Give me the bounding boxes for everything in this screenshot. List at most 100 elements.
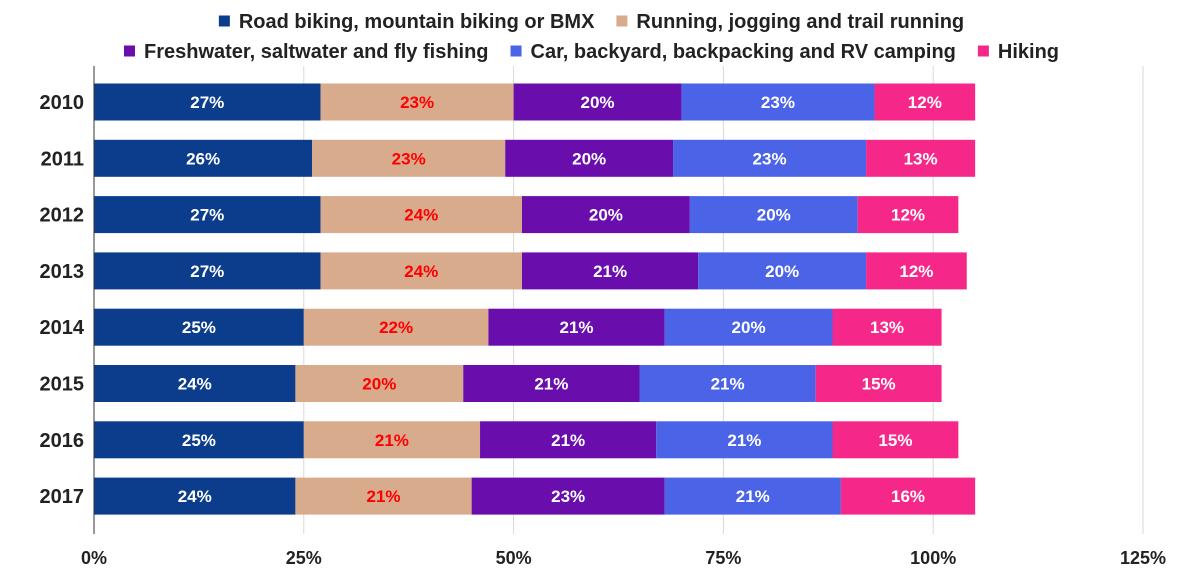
data-label-2010-series-1: 23% — [400, 93, 434, 112]
bar-2014-series-1 — [303, 308, 489, 346]
legend-label-2: Freshwater, saltwater and fly fishing — [144, 41, 489, 63]
chart-legend: Road biking, mountain biking or BMX Runni… — [123, 11, 1059, 63]
bar-2015-series-3 — [639, 365, 816, 402]
x-tick-label-3: 75% — [705, 548, 741, 568]
data-label-2017-series-0: 24% — [178, 487, 212, 506]
legend-swatch-3 — [510, 45, 522, 57]
bar-2013-series-0 — [94, 252, 321, 290]
y-tick-label-2011: 2011 — [41, 148, 84, 170]
x-tick-label-5: 125% — [1120, 548, 1166, 568]
bar-2010-series-0 — [94, 83, 321, 121]
data-label-2012-series-0: 27% — [190, 206, 224, 225]
bar-2011-series-0 — [94, 139, 313, 177]
legend-row-1: Freshwater, saltwater and fly fishing Car… — [123, 41, 1059, 63]
bar-group-2017: 24% 21% 23% 21% 16% — [94, 477, 976, 515]
legend-swatch-1 — [616, 15, 628, 27]
data-label-2014-series-3: 20% — [732, 318, 766, 337]
legend-label-4: Hiking — [998, 41, 1059, 63]
data-label-2011-series-3: 23% — [753, 149, 787, 168]
y-tick-label-2017: 2017 — [40, 486, 85, 508]
data-label-2017-series-3: 21% — [736, 487, 770, 506]
bar-2014-series-0 — [94, 308, 304, 346]
x-tick-label-2: 50% — [496, 548, 532, 568]
data-label-2014-series-4: 13% — [870, 318, 904, 337]
bar-2012-series-4 — [857, 196, 959, 234]
bar-2012-series-3 — [689, 196, 858, 234]
bar-2014-series-3 — [664, 308, 833, 346]
y-tick-label-2012: 2012 — [40, 205, 85, 227]
legend-item-1: Running, jogging and trail running — [616, 11, 964, 33]
data-label-2016-series-2: 21% — [551, 431, 585, 450]
x-tick-label-1: 25% — [286, 548, 322, 568]
bar-2017-series-3 — [664, 477, 841, 515]
data-label-2012-series-3: 20% — [757, 206, 791, 225]
bar-2016-series-1 — [303, 421, 481, 459]
data-label-2011-series-0: 26% — [186, 149, 220, 168]
y-tick-label-2013: 2013 — [40, 261, 85, 283]
bar-group-2015: 24% 20% 21% 21% 15% — [94, 365, 942, 402]
data-label-2012-series-4: 12% — [891, 206, 925, 225]
bar-group-2011: 26% 23% 20% 23% 13% — [94, 139, 976, 177]
chart-bars: 27% 23% 20% 23% 12% 26% 23% 20% 23% 13% 27% 24% 20% 2… — [94, 83, 976, 515]
bar-2016-series-4 — [832, 421, 959, 459]
data-label-2015-series-2: 21% — [534, 375, 568, 394]
bar-2014-series-2 — [488, 308, 665, 346]
legend-label-3: Car, backyard, backpacking and RV campin… — [531, 41, 956, 63]
data-label-2013-series-4: 12% — [899, 262, 933, 281]
y-tick-label-2014: 2014 — [40, 317, 85, 339]
bar-2013-series-3 — [698, 252, 867, 290]
legend-label-1: Running, jogging and trail running — [636, 11, 964, 33]
bar-2010-series-3 — [681, 83, 875, 121]
data-label-2010-series-3: 23% — [761, 93, 795, 112]
bar-2015-series-2 — [463, 365, 640, 402]
bar-2014-series-4 — [832, 308, 942, 346]
legend-swatch-2 — [123, 45, 135, 57]
bar-2010-series-2 — [513, 83, 682, 121]
y-tick-label-2016: 2016 — [40, 430, 85, 452]
data-label-2017-series-1: 21% — [367, 487, 401, 506]
data-label-2016-series-3: 21% — [727, 431, 761, 450]
legend-item-4: Hiking — [977, 41, 1059, 63]
legend-label-0: Road biking, mountain biking or BMX — [239, 11, 595, 33]
y-axis: 2010 2011 2012 2013 2014 2015 2016 2017 — [40, 66, 95, 534]
data-label-2014-series-0: 25% — [182, 318, 216, 337]
bar-2017-series-4 — [840, 477, 976, 515]
y-tick-label-2010: 2010 — [40, 92, 85, 114]
data-label-2014-series-1: 22% — [379, 318, 413, 337]
data-label-2010-series-0: 27% — [190, 93, 224, 112]
bar-2011-series-1 — [312, 139, 506, 177]
x-tick-label-4: 100% — [910, 548, 956, 568]
bar-2012-series-1 — [320, 196, 522, 234]
data-label-2016-series-1: 21% — [375, 431, 409, 450]
legend-row-0: Road biking, mountain biking or BMX Runni… — [218, 11, 964, 33]
legend-swatch-0 — [218, 15, 230, 27]
bar-2012-series-2 — [521, 196, 690, 234]
data-label-2017-series-2: 23% — [551, 487, 585, 506]
bar-2013-series-1 — [320, 252, 522, 290]
data-label-2013-series-2: 21% — [593, 262, 627, 281]
bar-2010-series-4 — [874, 83, 976, 121]
legend-item-2: Freshwater, saltwater and fly fishing — [123, 41, 489, 63]
bar-2011-series-3 — [673, 139, 867, 177]
data-label-2013-series-0: 27% — [190, 262, 224, 281]
bar-group-2014: 25% 22% 21% 20% 13% — [94, 308, 942, 346]
bar-2017-series-2 — [471, 477, 665, 515]
data-label-2015-series-1: 20% — [362, 375, 396, 394]
data-label-2015-series-0: 24% — [178, 375, 212, 394]
bar-2013-series-4 — [866, 252, 967, 290]
x-axis: 0% 25% 50% 75% 100% 125% — [81, 548, 1166, 568]
data-label-2017-series-4: 16% — [891, 487, 925, 506]
data-label-2011-series-2: 20% — [572, 149, 606, 168]
data-label-2013-series-3: 20% — [765, 262, 799, 281]
bar-2016-series-0 — [94, 421, 304, 459]
bar-2012-series-0 — [94, 196, 321, 234]
bar-2015-series-0 — [94, 365, 296, 402]
data-label-2010-series-4: 12% — [908, 93, 942, 112]
data-label-2016-series-4: 15% — [878, 431, 912, 450]
bar-2011-series-2 — [505, 139, 674, 177]
data-label-2013-series-1: 24% — [404, 262, 438, 281]
data-label-2016-series-0: 25% — [182, 431, 216, 450]
bar-group-2010: 27% 23% 20% 23% 12% — [94, 83, 976, 121]
bar-group-2012: 27% 24% 20% 20% 12% — [94, 196, 959, 234]
